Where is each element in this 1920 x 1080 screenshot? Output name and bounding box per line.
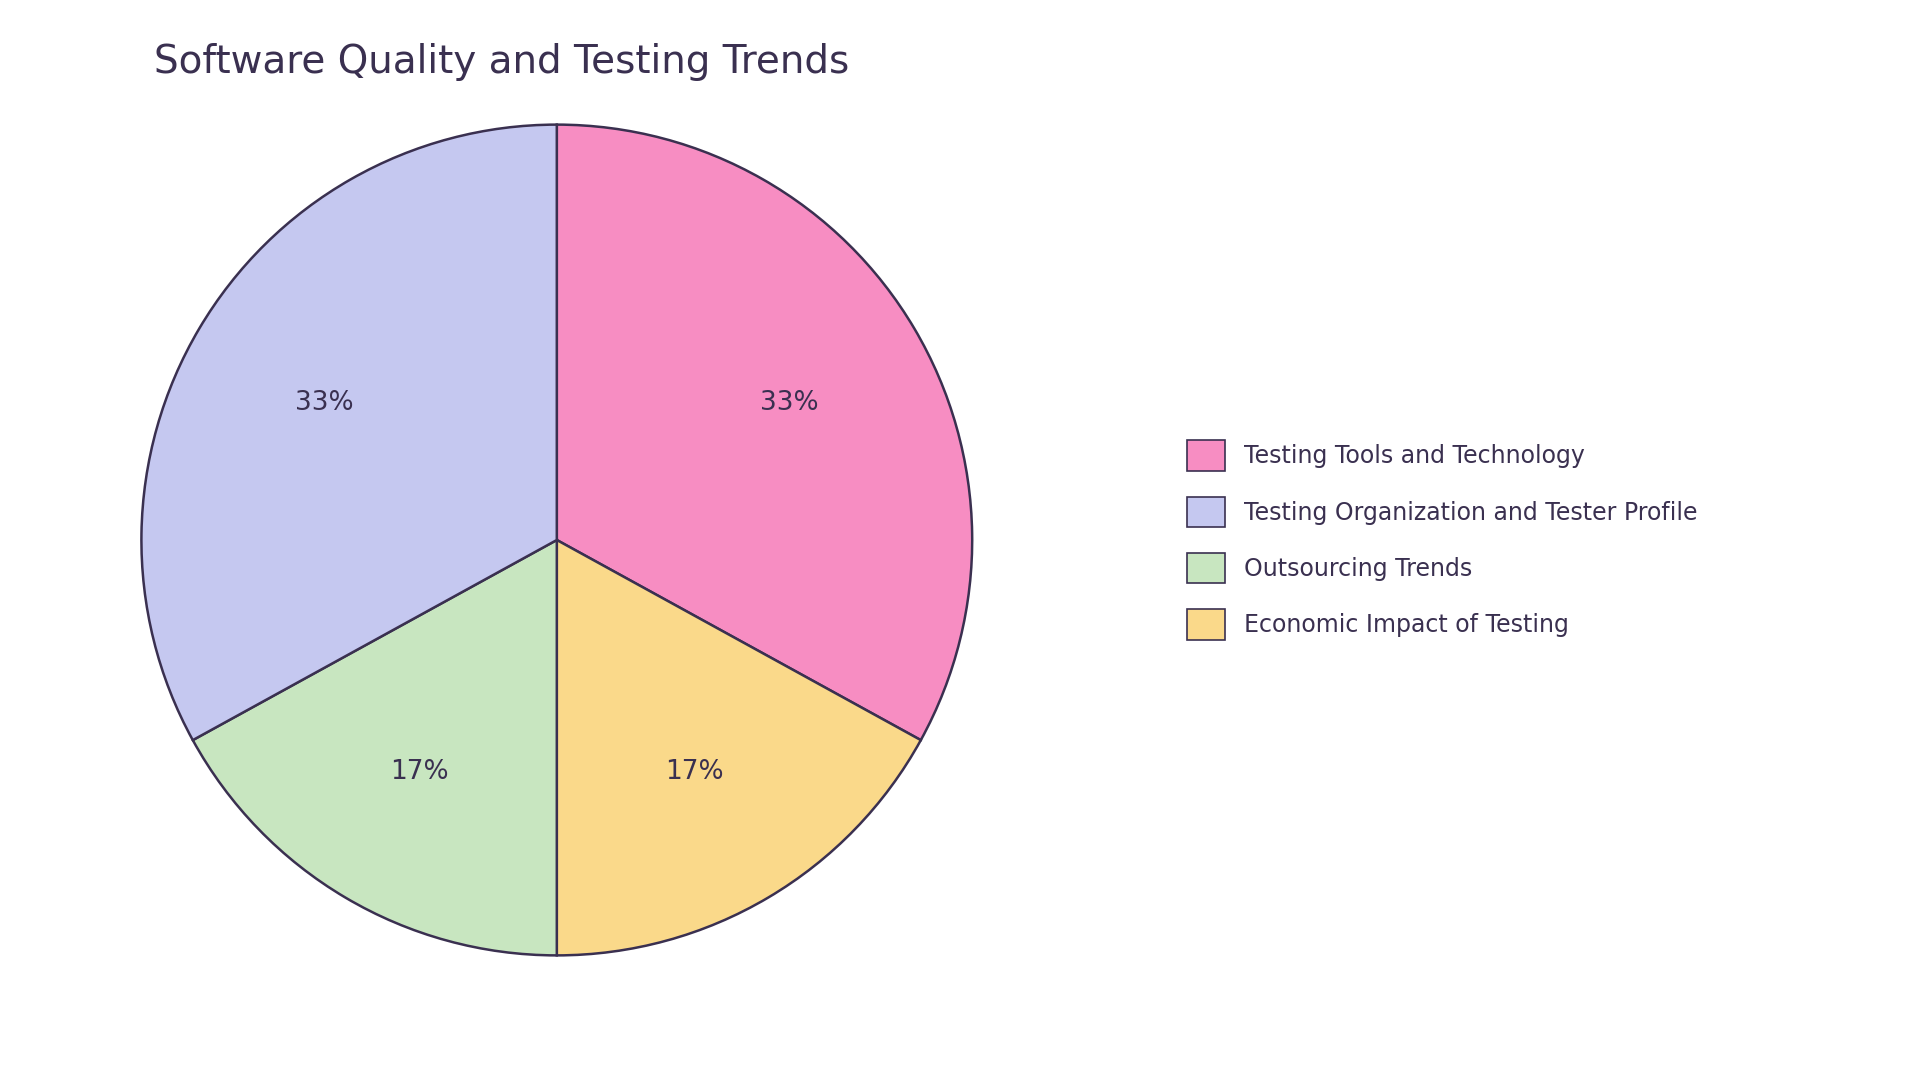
Wedge shape [192,540,557,956]
Wedge shape [557,540,922,956]
Text: 17%: 17% [390,759,449,785]
Text: 17%: 17% [664,759,724,785]
Text: 33%: 33% [296,390,353,416]
Legend: Testing Tools and Technology, Testing Organization and Tester Profile, Outsourci: Testing Tools and Technology, Testing Or… [1164,417,1720,663]
Text: Software Quality and Testing Trends: Software Quality and Testing Trends [154,43,849,81]
Wedge shape [142,124,557,740]
Text: 33%: 33% [760,390,818,416]
Wedge shape [557,124,972,740]
